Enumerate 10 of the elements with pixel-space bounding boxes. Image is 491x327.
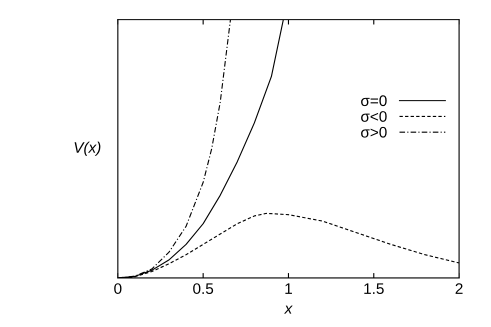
legend-label: σ=0 [361,95,387,106]
x-tick-label: 0 [114,283,122,294]
x-tick-label: 1.5 [364,283,384,294]
legend-label: σ>0 [361,126,387,138]
x-axis-title: x [284,306,293,314]
x-tick-label: 2 [456,283,463,294]
y-axis-title: V(x) [74,142,100,156]
legend-label: σ<0 [361,111,387,122]
x-tick-label: 1 [285,283,292,294]
x-tick-label: 0.5 [193,283,214,294]
